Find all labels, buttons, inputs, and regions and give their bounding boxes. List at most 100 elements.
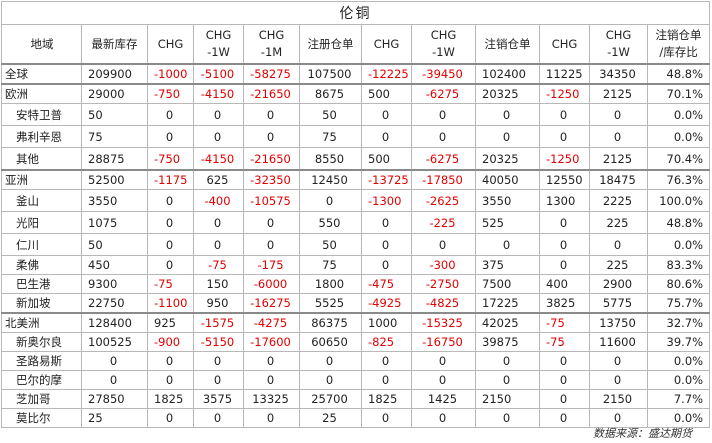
region-name: 其他 [1, 147, 82, 171]
value-cell: 0 [243, 125, 300, 148]
table-row: 圣路易斯 0 0 0 0 0 0 0 0 0 0 0.0% [1, 351, 711, 371]
value-cell: 0 [81, 370, 148, 390]
value-cell: 75 [81, 125, 148, 148]
value-cell: 22750 [81, 293, 148, 314]
value-cell: 28875 [81, 147, 148, 171]
value-cell: 20325 [475, 83, 540, 104]
value-cell: 0 [361, 370, 412, 390]
value-cell: 52500 [81, 169, 148, 190]
table-row: 安特卫普 50 0 0 0 50 0 0 0 0 0 0.0% [1, 103, 711, 126]
value-cell: -1175 [147, 169, 194, 190]
value-cell: -75 [539, 312, 590, 333]
region-name: 新加坡 [1, 293, 82, 314]
value-cell: 2125 [589, 83, 648, 104]
value-cell: 39875 [475, 332, 540, 352]
value-cell: 50 [299, 103, 362, 126]
value-cell: -6275 [411, 83, 476, 104]
value-cell: 0 [475, 370, 540, 390]
value-cell: -175 [243, 255, 300, 275]
value-cell: -6000 [243, 274, 300, 294]
value-cell: 375 [475, 255, 540, 275]
value-cell: 0 [193, 408, 244, 428]
value-cell: 0 [193, 351, 244, 371]
value-cell: -4925 [361, 293, 412, 314]
value-cell: -16275 [243, 293, 300, 314]
value-cell: 0 [475, 351, 540, 371]
value-cell: 1075 [81, 211, 148, 234]
value-cell: 0 [361, 211, 412, 234]
ratio-cell: 39.7% [646, 332, 711, 352]
value-cell: -750 [147, 83, 194, 104]
value-cell: 0 [243, 408, 300, 428]
table-row: 新加坡 22750 -1100 950 -16275 5525 -4925 -4825 1722… [1, 293, 711, 314]
region-name: 釜山 [1, 189, 82, 212]
value-cell: 0 [411, 408, 476, 428]
region-name: 仁川 [1, 233, 82, 256]
value-cell: -2750 [411, 274, 476, 294]
region-name: 光阳 [1, 211, 82, 234]
value-cell: -5100 [193, 63, 244, 85]
value-cell: 3550 [81, 189, 148, 212]
value-cell: 7500 [475, 274, 540, 294]
value-cell: 0 [539, 370, 590, 390]
value-cell: 0 [299, 189, 362, 212]
table-title: 伦铜 [0, 1, 711, 25]
value-cell: 50 [81, 103, 148, 126]
value-cell: 0 [299, 351, 362, 371]
value-cell: 0 [147, 211, 194, 234]
value-cell: 0 [193, 211, 244, 234]
column-header: CHG -1W [411, 24, 476, 65]
value-cell: -400 [193, 189, 244, 212]
value-cell: 25 [299, 408, 362, 428]
ratio-cell: 76.3% [646, 169, 711, 190]
value-cell: 0 [147, 103, 194, 126]
value-cell: 0 [299, 370, 362, 390]
value-cell: 1000 [361, 312, 412, 333]
value-cell: 60650 [299, 332, 362, 352]
value-cell: 0 [243, 233, 300, 256]
value-cell: 400 [539, 274, 590, 294]
region-name: 圣路易斯 [1, 351, 82, 371]
value-cell: -17850 [411, 169, 476, 190]
value-cell: -1575 [193, 312, 244, 333]
value-cell: 0 [589, 103, 648, 126]
region-name: 巴生港 [1, 274, 82, 294]
column-header: CHG -1W [589, 24, 648, 65]
value-cell: -75 [147, 274, 194, 294]
region-name: 芝加哥 [1, 389, 82, 409]
value-cell: -750 [147, 147, 194, 171]
value-cell: 0 [361, 351, 412, 371]
region-name: 亚洲 [1, 169, 82, 190]
value-cell: 0 [539, 389, 590, 409]
value-cell: 2125 [589, 147, 648, 171]
value-cell: 1425 [411, 389, 476, 409]
region-name: 柔佛 [1, 255, 82, 275]
value-cell: 0 [361, 103, 412, 126]
value-cell: 2225 [589, 189, 648, 212]
column-header: CHG [539, 24, 590, 65]
value-cell: -16750 [411, 332, 476, 352]
region-name: 弗利辛恩 [1, 125, 82, 148]
value-cell: 0 [589, 351, 648, 371]
table-row: 光阳 1075 0 0 0 550 0 -225 525 0 225 48.8% [1, 211, 711, 234]
ratio-cell: 0.0% [646, 103, 711, 126]
value-cell: 0 [539, 408, 590, 428]
value-cell: 9300 [81, 274, 148, 294]
value-cell: 34350 [589, 63, 648, 85]
table-row: 柔佛 450 0 -75 -175 75 0 -300 375 0 225 83.3% [1, 255, 711, 275]
value-cell: 500 [361, 147, 412, 171]
region-name: 欧洲 [1, 83, 82, 104]
value-cell: 209900 [81, 63, 148, 85]
table-row: 巴生港 9300 -75 150 -6000 1800 -475 -2750 7500 400 29… [1, 274, 711, 294]
value-cell: 11225 [539, 63, 590, 85]
value-cell: -4150 [193, 83, 244, 104]
ratio-cell: 80.6% [646, 274, 711, 294]
column-header: CHG [361, 24, 412, 65]
value-cell: 0 [147, 351, 194, 371]
value-cell: -10575 [243, 189, 300, 212]
table-row: 仁川 50 0 0 0 50 0 0 0 0 0 0.0% [1, 233, 711, 256]
value-cell: 40050 [475, 169, 540, 190]
value-cell: -12225 [361, 63, 412, 85]
value-cell: -2625 [411, 189, 476, 212]
value-cell: 0 [147, 125, 194, 148]
